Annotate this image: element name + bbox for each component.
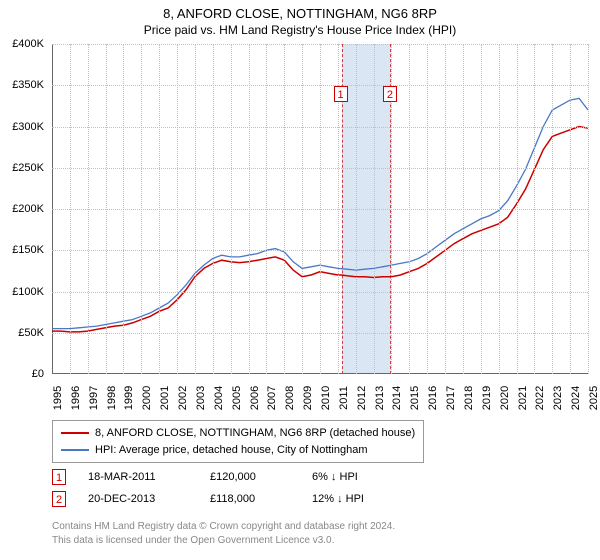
x-tick-label: 2010 bbox=[320, 386, 332, 410]
sale-date: 18-MAR-2011 bbox=[88, 471, 188, 483]
gridline-v bbox=[374, 44, 375, 374]
gridline-v bbox=[231, 44, 232, 374]
x-tick-label: 2007 bbox=[266, 386, 278, 410]
y-tick-label: £150K bbox=[12, 244, 44, 256]
gridline-v bbox=[427, 44, 428, 374]
x-tick-label: 2001 bbox=[159, 386, 171, 410]
x-tick-label: 1998 bbox=[106, 386, 118, 410]
chart-sale-marker: 1 bbox=[334, 86, 348, 102]
x-tick-label: 2016 bbox=[427, 386, 439, 410]
gridline-v bbox=[552, 44, 553, 374]
gridline-v bbox=[534, 44, 535, 374]
table-row: 2 20-DEC-2013 £118,000 12% ↓ HPI bbox=[52, 488, 412, 510]
y-tick-label: £50K bbox=[18, 327, 44, 339]
x-tick-label: 2009 bbox=[302, 386, 314, 410]
x-tick-label: 2018 bbox=[463, 386, 475, 410]
sale-marker-box: 2 bbox=[52, 491, 66, 507]
x-tick-label: 2021 bbox=[517, 386, 529, 410]
sale-marker-box: 1 bbox=[52, 469, 66, 485]
sale-date: 20-DEC-2013 bbox=[88, 493, 188, 505]
gridline-v bbox=[463, 44, 464, 374]
gridline-v bbox=[249, 44, 250, 374]
y-tick-label: £300K bbox=[12, 121, 44, 133]
y-tick-label: £250K bbox=[12, 162, 44, 174]
legend-label: HPI: Average price, detached house, City… bbox=[95, 442, 368, 459]
gridline-v bbox=[195, 44, 196, 374]
gridline-v bbox=[123, 44, 124, 374]
gridline-v bbox=[88, 44, 89, 374]
x-tick-label: 1999 bbox=[123, 386, 135, 410]
x-tick-label: 2006 bbox=[249, 386, 261, 410]
gridline-v bbox=[409, 44, 410, 374]
x-tick-label: 1995 bbox=[52, 386, 64, 410]
x-tick-label: 2023 bbox=[552, 386, 564, 410]
legend-label: 8, ANFORD CLOSE, NOTTINGHAM, NG6 8RP (de… bbox=[95, 425, 415, 442]
chart-plot-area: 12 bbox=[52, 44, 588, 374]
x-axis-labels: 1995 1996 1997 1998 1999 2000 2001 2002 2003 2004… bbox=[52, 376, 588, 420]
gridline-v bbox=[588, 44, 589, 374]
legend-item: 8, ANFORD CLOSE, NOTTINGHAM, NG6 8RP (de… bbox=[61, 425, 415, 442]
page-title: 8, ANFORD CLOSE, NOTTINGHAM, NG6 8RP bbox=[0, 0, 600, 23]
gridline-v bbox=[266, 44, 267, 374]
gridline-v bbox=[356, 44, 357, 374]
footer-line: This data is licensed under the Open Gov… bbox=[52, 534, 395, 548]
gridline-v bbox=[302, 44, 303, 374]
x-tick-label: 2002 bbox=[177, 386, 189, 410]
table-row: 1 18-MAR-2011 £120,000 6% ↓ HPI bbox=[52, 466, 412, 488]
y-tick-label: £100K bbox=[12, 286, 44, 298]
gridline-v bbox=[320, 44, 321, 374]
x-tick-label: 2019 bbox=[481, 386, 493, 410]
footer-line: Contains HM Land Registry data © Crown c… bbox=[52, 520, 395, 534]
sales-table: 1 18-MAR-2011 £120,000 6% ↓ HPI 2 20-DEC… bbox=[52, 466, 412, 510]
x-tick-label: 2024 bbox=[570, 386, 582, 410]
sale-price: £120,000 bbox=[210, 471, 290, 483]
y-tick-label: £400K bbox=[12, 38, 44, 50]
gridline-v bbox=[499, 44, 500, 374]
x-tick-label: 2012 bbox=[356, 386, 368, 410]
x-tick-label: 2000 bbox=[141, 386, 153, 410]
gridline-v bbox=[445, 44, 446, 374]
x-tick-label: 1996 bbox=[70, 386, 82, 410]
x-tick-label: 2015 bbox=[409, 386, 421, 410]
gridline-v bbox=[141, 44, 142, 374]
x-tick-label: 2020 bbox=[499, 386, 511, 410]
x-tick-label: 2003 bbox=[195, 386, 207, 410]
sale-price: £118,000 bbox=[210, 493, 290, 505]
chart-sale-marker: 2 bbox=[383, 86, 397, 102]
x-tick-label: 2005 bbox=[231, 386, 243, 410]
legend: 8, ANFORD CLOSE, NOTTINGHAM, NG6 8RP (de… bbox=[52, 420, 424, 463]
page-subtitle: Price paid vs. HM Land Registry's House … bbox=[0, 23, 600, 41]
footer-attribution: Contains HM Land Registry data © Crown c… bbox=[52, 520, 395, 547]
x-tick-label: 2014 bbox=[391, 386, 403, 410]
gridline-v bbox=[177, 44, 178, 374]
x-tick-label: 2025 bbox=[588, 386, 600, 410]
legend-swatch bbox=[61, 449, 89, 451]
y-tick-label: £200K bbox=[12, 203, 44, 215]
x-tick-label: 2008 bbox=[284, 386, 296, 410]
chart-container: 8, ANFORD CLOSE, NOTTINGHAM, NG6 8RP Pri… bbox=[0, 0, 600, 560]
x-tick-label: 2022 bbox=[534, 386, 546, 410]
gridline-v bbox=[213, 44, 214, 374]
x-tick-label: 2013 bbox=[374, 386, 386, 410]
y-tick-label: £350K bbox=[12, 79, 44, 91]
x-tick-label: 2017 bbox=[445, 386, 457, 410]
gridline-v bbox=[570, 44, 571, 374]
x-tick-label: 2011 bbox=[338, 386, 350, 410]
sale-hpi-diff: 12% ↓ HPI bbox=[312, 493, 412, 505]
x-tick-label: 1997 bbox=[88, 386, 100, 410]
y-axis-labels: £0£50K£100K£150K£200K£250K£300K£350K£400… bbox=[0, 44, 48, 374]
gridline-v bbox=[481, 44, 482, 374]
sale-hpi-diff: 6% ↓ HPI bbox=[312, 471, 412, 483]
gridline-v bbox=[517, 44, 518, 374]
legend-swatch bbox=[61, 432, 89, 434]
gridline-v bbox=[284, 44, 285, 374]
gridline-v bbox=[70, 44, 71, 374]
legend-item: HPI: Average price, detached house, City… bbox=[61, 442, 415, 459]
y-tick-label: £0 bbox=[32, 368, 44, 380]
gridline-v bbox=[106, 44, 107, 374]
x-tick-label: 2004 bbox=[213, 386, 225, 410]
gridline-v bbox=[159, 44, 160, 374]
